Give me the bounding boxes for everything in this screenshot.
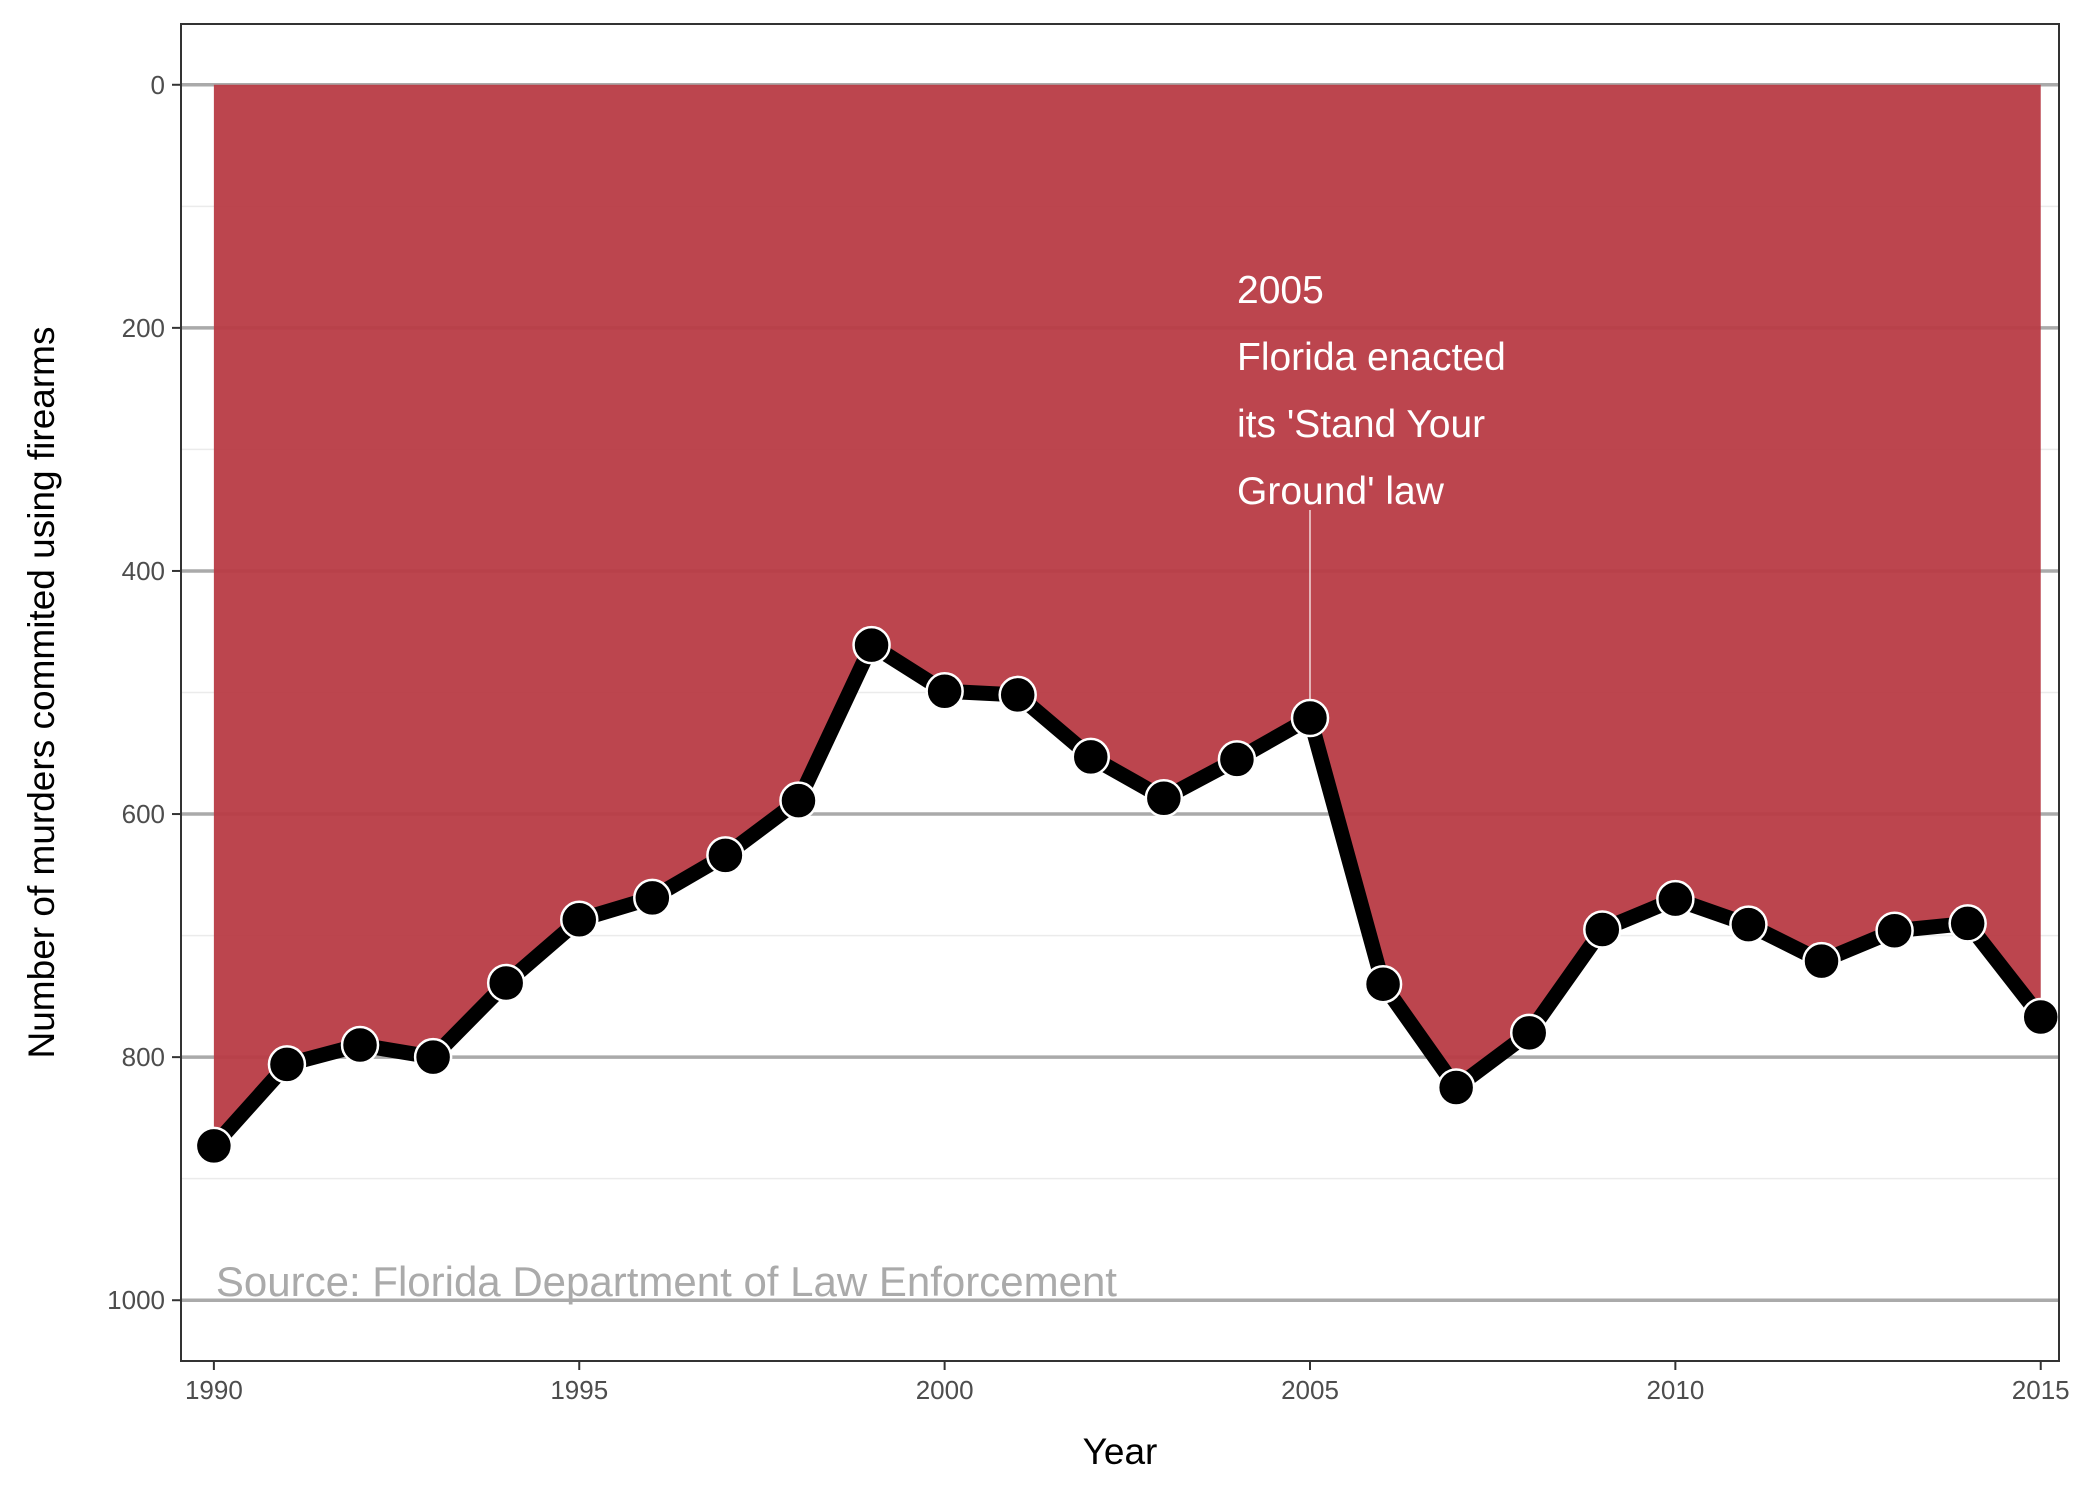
- data-point: [486, 963, 526, 1003]
- data-point: [413, 1037, 453, 1077]
- annotation-line: its 'Stand Your: [1237, 403, 1485, 446]
- y-tick-label: 0: [151, 70, 165, 100]
- data-point: [267, 1045, 307, 1084]
- x-tick-label: 1995: [550, 1375, 608, 1405]
- x-axis-title: Year: [1083, 1431, 1158, 1472]
- y-tick-label: 600: [122, 799, 165, 829]
- data-point: [1217, 740, 1257, 779]
- data-point: [1729, 905, 1768, 944]
- data-point: [1875, 911, 1914, 950]
- annotation: 2005 Florida enacted its 'Stand Your Ground…: [1237, 269, 1506, 719]
- data-point: [925, 672, 964, 711]
- y-tick-label: 800: [122, 1042, 165, 1072]
- data-point: [340, 1025, 380, 1065]
- data-points: [194, 625, 2060, 1166]
- source-note: Source: Florida Department of Law Enforc…: [216, 1258, 1117, 1305]
- y-axis: 0 200 400 600 800 1000: [107, 70, 181, 1315]
- data-point: [1363, 964, 1403, 1004]
- data-point: [560, 900, 599, 940]
- x-tick-label: 2010: [1646, 1375, 1704, 1405]
- x-tick-label: 2005: [1281, 1375, 1339, 1405]
- data-point: [1656, 879, 1695, 919]
- data-point: [1071, 737, 1111, 777]
- data-point: [779, 781, 818, 820]
- y-tick-label: 1000: [107, 1285, 165, 1315]
- y-tick-label: 200: [122, 313, 165, 343]
- x-axis: 1990 1995 2000 2005 2010 2015: [185, 1361, 2070, 1405]
- panel-border: [180, 23, 2060, 1362]
- data-point: [194, 1126, 234, 1166]
- data-point: [1948, 904, 1987, 943]
- annotation-line: Florida enacted: [1237, 336, 1506, 379]
- data-point: [998, 675, 1037, 715]
- data-point: [852, 625, 891, 665]
- x-tick-label: 1990: [185, 1375, 243, 1405]
- data-point: [706, 836, 745, 875]
- x-tick-label: 2000: [916, 1375, 974, 1405]
- annotation-line: 2005: [1237, 269, 1324, 312]
- data-point: [1509, 1013, 1549, 1053]
- data-point: [1802, 941, 1841, 981]
- data-point: [1583, 910, 1622, 949]
- annotation-text: 2005 Florida enacted its 'Stand Your Ground…: [1237, 269, 1506, 513]
- data-point: [1290, 698, 1330, 738]
- data-point: [2021, 997, 2060, 1037]
- x-tick-label: 2015: [2012, 1375, 2070, 1405]
- data-point: [1436, 1068, 1476, 1107]
- data-point: [633, 878, 672, 918]
- data-point: [1144, 778, 1184, 818]
- y-tick-label: 400: [122, 556, 165, 586]
- annotation-line: Ground' law: [1237, 470, 1445, 513]
- y-axis-title: Number of murders commited using firearm…: [21, 327, 62, 1059]
